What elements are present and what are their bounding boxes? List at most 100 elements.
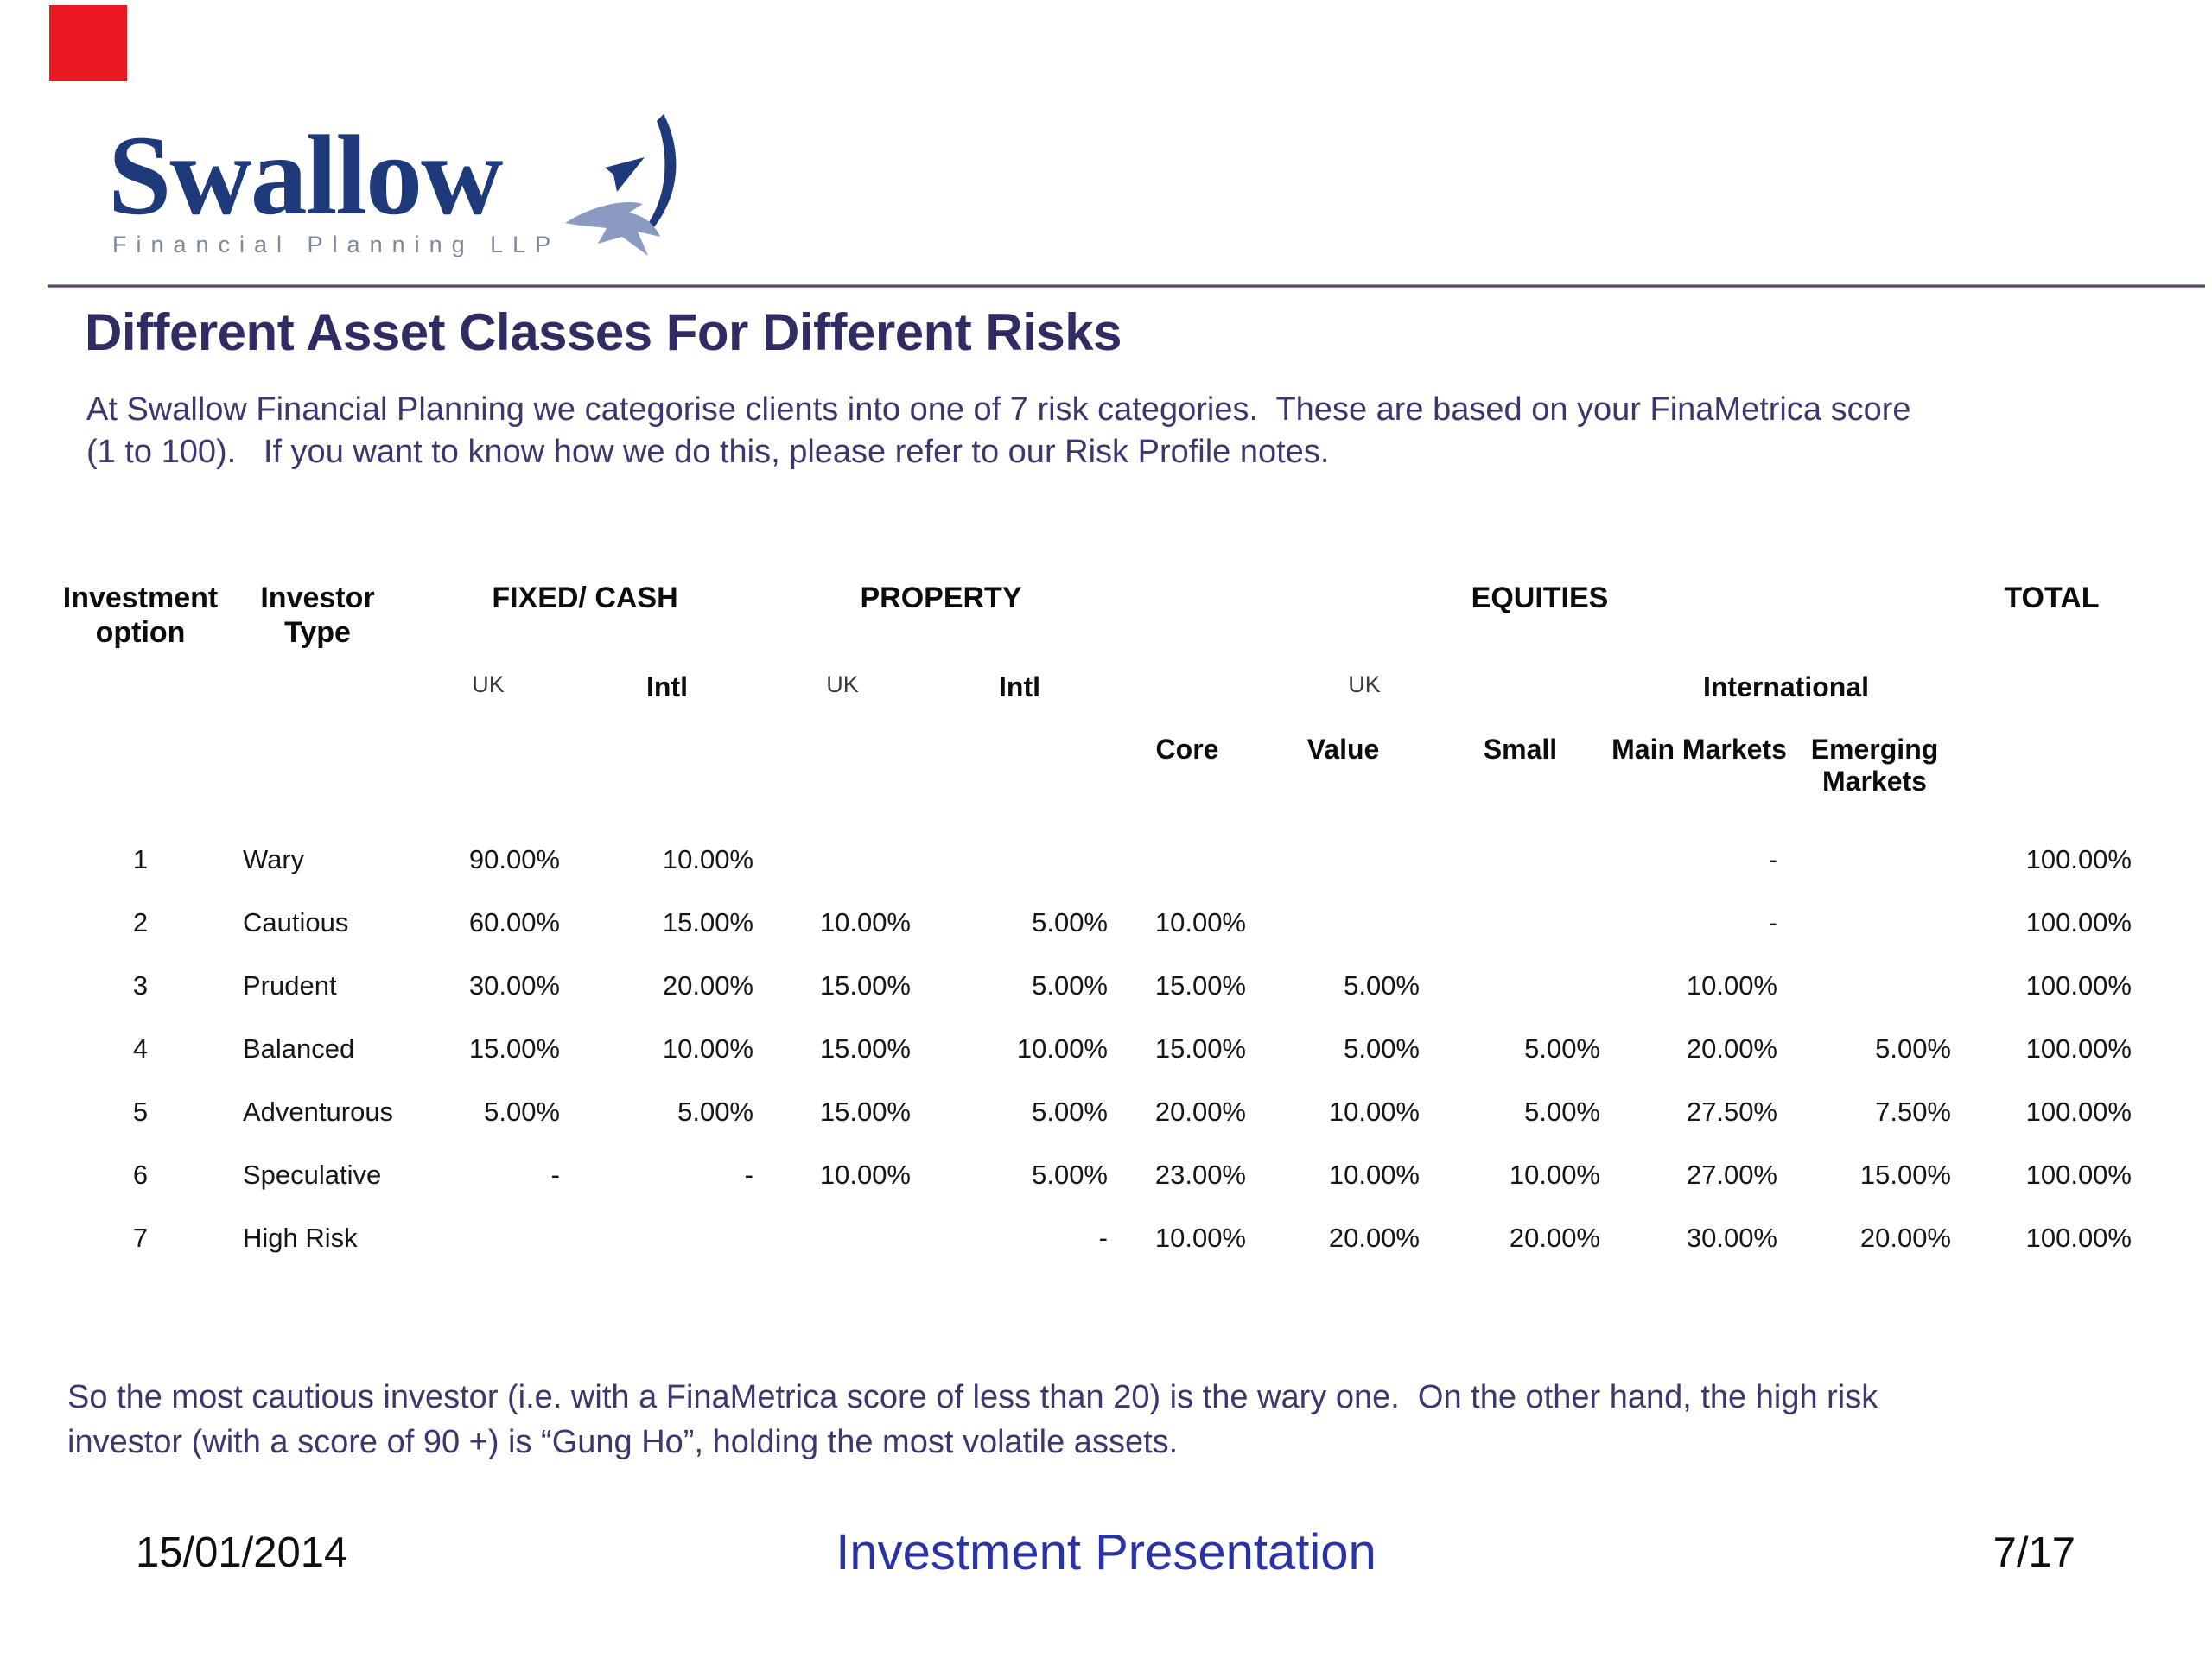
table-cell: 100.00% [2025, 1033, 2132, 1064]
logo-tagline: Financial Planning LLP [112, 232, 561, 257]
table-cell: 5.00% [1524, 1096, 1600, 1127]
row-option-number: 1 [132, 843, 149, 874]
header-investor-type: Investor Type [260, 582, 375, 649]
page-title: Different Asset Classes For Different Ri… [85, 303, 1122, 361]
header-small: Small [1483, 734, 1558, 765]
table-cell: - [550, 1159, 560, 1190]
table-cell: 20.00% [1859, 1222, 1951, 1253]
table-cell: 10.00% [819, 906, 911, 938]
table-cell: - [744, 1159, 753, 1190]
table-cell: 5.00% [1875, 1033, 1951, 1064]
table-cell: 10.00% [662, 843, 753, 874]
table-cell: 5.00% [1344, 969, 1420, 1001]
table-cell: 15.00% [662, 906, 753, 938]
table-cell: 10.00% [1328, 1159, 1420, 1190]
table-cell: 27.50% [1686, 1096, 1777, 1127]
table-cell: 100.00% [2025, 1159, 2132, 1190]
table-cell: 90.00% [468, 843, 560, 874]
header-divider [48, 284, 2205, 288]
header-group-total: TOTAL [2004, 582, 2100, 614]
header-fixed-intl: Intl [646, 671, 688, 702]
table-cell: 10.00% [1328, 1096, 1420, 1127]
table-row: 3 Prudent 30.00% 20.00% 15.00% 5.00% 15.00% 5.0… [52, 954, 2142, 1017]
header-core: Core [1155, 734, 1219, 765]
row-option-number: 2 [132, 906, 149, 938]
row-investor-type: High Risk [243, 1222, 358, 1253]
asset-allocation-table: Investment option Investor Type FIXED/ C… [52, 570, 2142, 1269]
table-cell: 15.00% [1154, 969, 1246, 1001]
header-investment-option: Investment option [62, 582, 219, 649]
table-cell: 30.00% [468, 969, 560, 1001]
table-cell: 15.00% [819, 1096, 911, 1127]
row-investor-type: Wary [243, 843, 305, 874]
table-cell: 5.00% [1032, 969, 1108, 1001]
footer-page-number: 7/17 [1993, 1529, 2075, 1576]
table-cell: 5.00% [1032, 906, 1108, 938]
header-group-equities: EQUITIES [1471, 582, 1609, 614]
table-cell: 20.00% [1154, 1096, 1246, 1127]
table-body: 1 Wary 90.00% 10.00% - 100.00% 2 Cautious 60.00%… [52, 828, 2142, 1269]
header-main-markets: Main Markets [1611, 734, 1787, 765]
row-investor-type: Balanced [243, 1033, 355, 1064]
table-row: 7 High Risk - 10.00% 20.00% 20.00% 30.00% 20.00… [52, 1206, 2142, 1269]
table-row: 4 Balanced 15.00% 10.00% 15.00% 10.00% 15.00% 5… [52, 1017, 2142, 1080]
table-cell: 5.00% [484, 1096, 560, 1127]
row-option-number: 4 [132, 1033, 149, 1064]
table-cell: 15.00% [468, 1033, 560, 1064]
table-cell: 10.00% [1154, 1222, 1246, 1253]
table-row: 2 Cautious 60.00% 15.00% 10.00% 5.00% 10.00% - 1… [52, 891, 2142, 954]
table-row: 5 Adventurous 5.00% 5.00% 15.00% 5.00% 20.00% 1… [52, 1080, 2142, 1143]
table-cell: 100.00% [2025, 906, 2132, 938]
header-equities-international: International [1702, 671, 1869, 702]
table-cell: - [1098, 1222, 1108, 1253]
table-cell: 100.00% [2025, 969, 2132, 1001]
table-cell: 10.00% [1154, 906, 1246, 938]
table-cell: - [1768, 843, 1777, 874]
table-column-header-row: Core Value Small Main Markets Emerging M… [52, 732, 2142, 828]
footer-title: Investment Presentation [836, 1524, 1376, 1580]
row-investor-type: Prudent [243, 969, 337, 1001]
table-cell: 10.00% [1509, 1159, 1600, 1190]
row-investor-type: Adventurous [243, 1096, 394, 1127]
table-group-header-row: Investment option Investor Type FIXED/ C… [52, 570, 2142, 670]
header-equities-uk: UK [1348, 671, 1381, 697]
table-cell: 15.00% [1154, 1033, 1246, 1064]
table-cell: 5.00% [1344, 1033, 1420, 1064]
table-cell: 5.00% [1032, 1159, 1108, 1190]
table-cell: 10.00% [662, 1033, 753, 1064]
logo-brand-text: Swallow [108, 111, 503, 238]
table-row: 6 Speculative - - 10.00% 5.00% 23.00% 10.00% 10.… [52, 1143, 2142, 1206]
table-cell: 10.00% [1016, 1033, 1108, 1064]
closing-paragraph-line2: investor (with a score of 90 +) is “Gung… [67, 1424, 1179, 1460]
table-cell: 20.00% [1509, 1222, 1600, 1253]
table-cell: 20.00% [1328, 1222, 1420, 1253]
table-cell: 100.00% [2025, 843, 2132, 874]
swallow-bird-icon [565, 114, 677, 256]
table-cell: 20.00% [662, 969, 753, 1001]
header-fixed-uk: UK [472, 671, 505, 697]
header-group-fixed-cash: FIXED/ CASH [492, 582, 678, 614]
row-option-number: 5 [132, 1096, 149, 1127]
table-cell: 15.00% [819, 1033, 911, 1064]
table-cell: 27.00% [1686, 1159, 1777, 1190]
row-investor-type: Speculative [243, 1159, 382, 1190]
table-cell: 5.00% [1032, 1096, 1108, 1127]
table-cell: 10.00% [819, 1159, 911, 1190]
intro-paragraph-line2: (1 to 100). If you want to know how we d… [86, 434, 1330, 470]
intro-paragraph-line1: At Swallow Financial Planning we categor… [86, 391, 1911, 428]
header-emerging-markets: Emerging Markets [1810, 734, 1939, 797]
row-option-number: 7 [132, 1222, 149, 1253]
row-option-number: 6 [132, 1159, 149, 1190]
closing-paragraph-line1: So the most cautious investor (i.e. with… [67, 1379, 1878, 1415]
table-region-header-row: UK Intl UK Intl UK International [52, 670, 2142, 732]
header-property-uk: UK [826, 671, 859, 697]
table-cell: 5.00% [1524, 1033, 1600, 1064]
table-cell: 10.00% [1686, 969, 1777, 1001]
footer-date: 15/01/2014 [136, 1529, 348, 1576]
header-property-intl: Intl [999, 671, 1040, 702]
table-cell: 20.00% [1686, 1033, 1777, 1064]
table-cell: 60.00% [468, 906, 560, 938]
table-cell: - [1768, 906, 1777, 938]
table-cell: 15.00% [1859, 1159, 1951, 1190]
